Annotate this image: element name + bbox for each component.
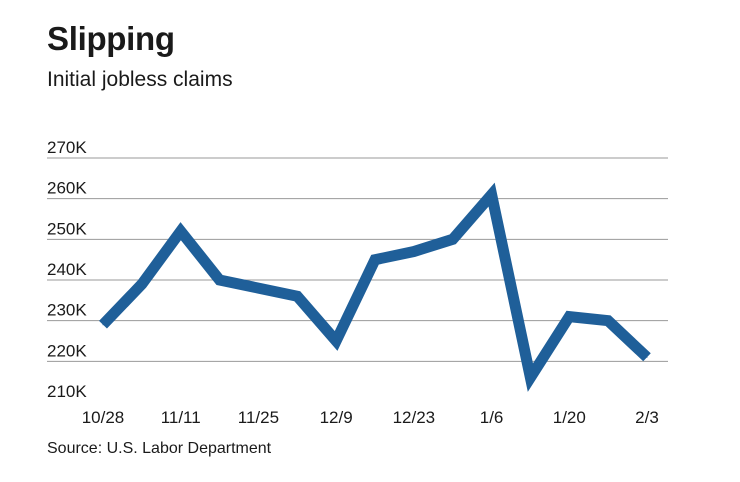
- data-point: [180, 230, 182, 232]
- source-note: Source: U.S. Labor Department: [47, 440, 272, 457]
- x-axis-tick-labels: 10/28 11/11 11/25 12/9 12/23 1/6 1/20 2/3: [82, 408, 659, 427]
- data-point: [452, 238, 454, 240]
- y-tick-label: 270K: [47, 138, 87, 157]
- x-tick-label: 1/20: [553, 408, 586, 427]
- y-tick-label: 210K: [47, 382, 87, 401]
- data-point: [607, 320, 609, 322]
- data-point: [335, 340, 337, 342]
- x-tick-label: 11/25: [238, 408, 279, 427]
- x-tick-label: 12/23: [393, 408, 436, 427]
- data-point: [296, 295, 298, 297]
- data-point: [141, 283, 143, 285]
- data-point: [219, 279, 221, 281]
- data-point: [413, 251, 415, 253]
- y-tick-label: 220K: [47, 341, 87, 360]
- y-axis-tick-labels: 270K 260K 250K 240K 230K 220K 210K: [47, 138, 87, 401]
- x-tick-label: 1/6: [480, 408, 504, 427]
- y-tick-label: 230K: [47, 301, 87, 320]
- chart-subtitle: Initial jobless claims: [47, 68, 233, 91]
- data-point: [257, 287, 259, 289]
- data-point: [374, 259, 376, 261]
- data-point: [529, 377, 531, 379]
- series-group: [99, 182, 651, 392]
- y-tick-label: 250K: [47, 219, 87, 238]
- data-point: [102, 324, 104, 326]
- chart-title: Slipping: [47, 20, 175, 57]
- data-point: [491, 194, 493, 196]
- x-tick-label: 2/3: [635, 408, 659, 427]
- x-tick-label: 10/28: [82, 408, 125, 427]
- y-tick-label: 260K: [47, 179, 87, 198]
- x-tick-label: 12/9: [320, 408, 353, 427]
- x-tick-label: 11/11: [161, 408, 201, 427]
- series-line: [99, 182, 651, 392]
- y-tick-label: 240K: [47, 260, 87, 279]
- data-point: [646, 356, 648, 358]
- data-point: [568, 316, 570, 318]
- gridlines: [47, 157, 668, 362]
